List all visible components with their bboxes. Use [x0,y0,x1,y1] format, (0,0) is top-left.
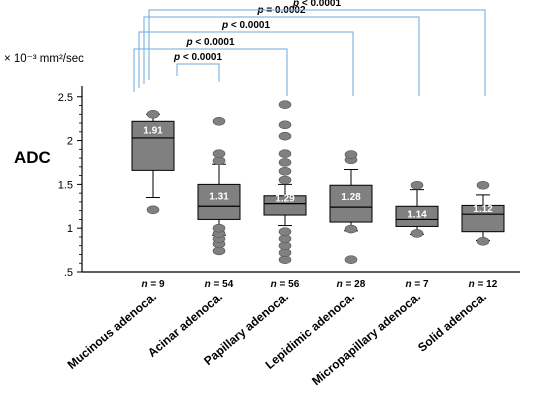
outlier-point [278,166,292,176]
comparison-bracket [143,16,420,96]
mean-label: 1.29 [275,194,295,205]
box-iqr [131,120,175,171]
outlier-point [344,224,358,234]
outlier-point [212,149,226,159]
comparison-bracket [133,48,288,96]
outlier-point [278,158,292,167]
y-unit-label: × 10⁻³ mm²/sec [4,53,84,65]
sample-size-label: n = 28 [337,279,366,290]
outlier-point [212,116,226,126]
outlier-point [278,227,292,236]
mean-label: 1.31 [209,191,229,202]
outlier-point [146,109,160,119]
box-iqr [197,183,241,220]
comparison-bracket [138,31,354,96]
outlier-point [278,100,292,109]
mean-label: 1.14 [407,209,427,220]
sample-size-label: n = 54 [205,279,234,290]
outlier-point [476,237,490,246]
comparison-bracket [176,63,220,82]
outlier-point [278,131,292,141]
outlier-point [212,223,226,233]
y-tick-label: 2 [67,136,73,148]
outlier-point [278,149,292,159]
y-axis-label: ADC [14,148,51,167]
outlier-point [146,205,160,215]
y-tick-label: 1.5 [58,179,73,191]
p-value-label: p < 0.0001 [292,0,342,9]
category-label: Micropapillary adenoca. [309,290,423,389]
mean-label: 1.28 [341,192,361,203]
mean-label: 1.12 [473,204,493,215]
sample-size-label: n = 12 [469,279,498,290]
plot-area: .5 1 1.5 2 2.5 p < 0.0001 p < 0.0001 p < 0.0001… [58,0,520,388]
category-label: Solid adenoca. [415,290,489,355]
outlier-point [410,229,424,238]
box-iqr [263,195,307,216]
comparison-bracket [148,9,486,96]
outlier-point [278,120,292,130]
p-value-label: p < 0.0001 [185,37,235,48]
box-iqr [329,184,373,223]
y-tick-label: 2.5 [58,92,73,104]
outlier-point [344,255,358,265]
outlier-point [476,180,490,190]
sample-size-label: n = 7 [405,279,429,290]
y-tick-label: .5 [64,267,73,279]
outlier-point [410,180,424,190]
box-iqr [461,204,505,233]
p-value-label: p < 0.0001 [173,52,223,63]
mean-label: 1.91 [143,126,163,137]
sample-size-label: n = 56 [271,279,300,290]
outlier-point [344,150,358,159]
box-iqr [395,205,439,227]
y-tick-label: 1 [67,223,73,235]
p-value-label: p < 0.0001 [221,20,271,31]
category-label: Mucinous adenoca. [65,290,159,372]
sample-size-label: n = 9 [141,279,165,290]
outlier-point [278,175,292,185]
